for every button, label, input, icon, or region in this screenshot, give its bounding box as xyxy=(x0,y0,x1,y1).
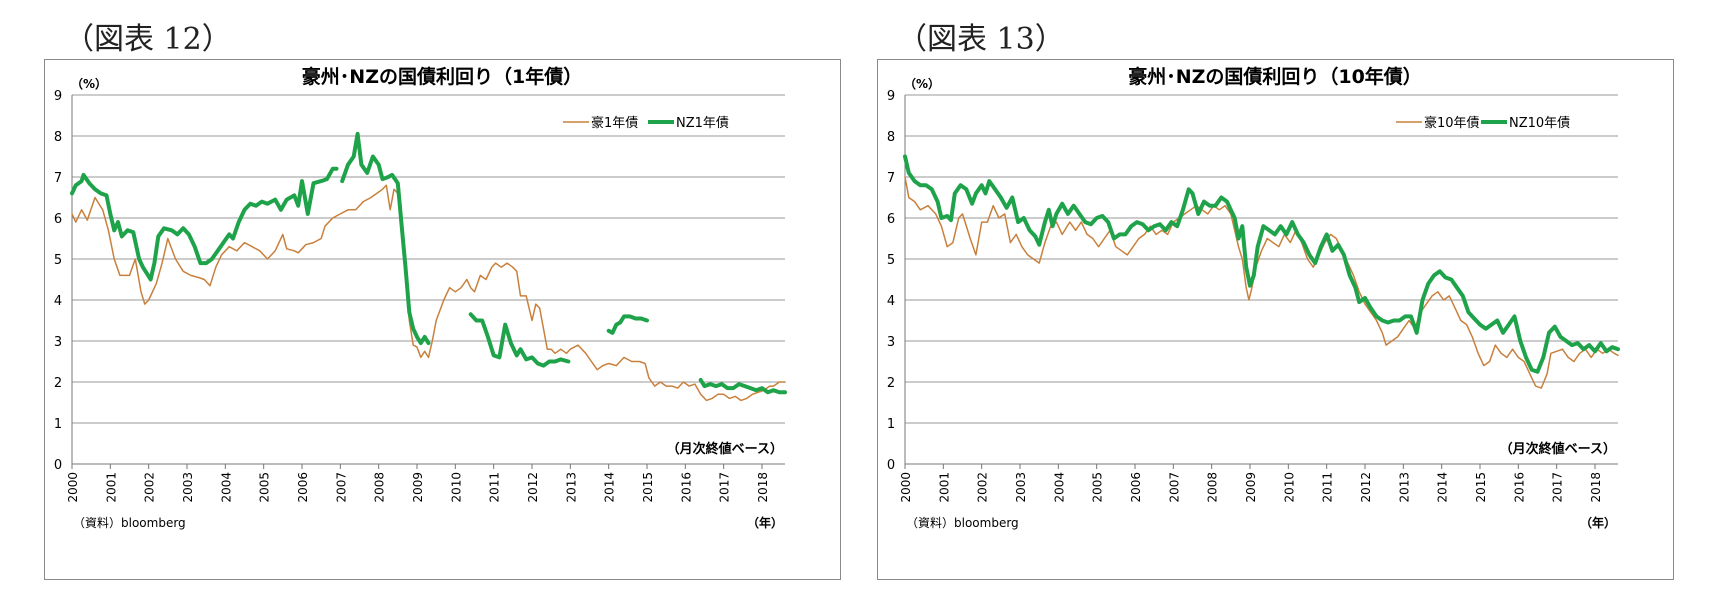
y-tick-label: 0 xyxy=(54,458,62,473)
x-tick-label: 2012 xyxy=(526,472,540,503)
x-tick-label: 2017 xyxy=(718,472,732,503)
legend-label-nz: NZ1年債 xyxy=(676,116,729,131)
chart-10y-svg: 豪州･NZの国債利回り（10年債） （%） 0 1 2 3 4 5 6 7 8 9 2000 2001 20… xyxy=(887,65,1620,530)
x-tick-label: 2010 xyxy=(1282,472,1296,503)
y-tick-label: 4 xyxy=(887,294,895,309)
figure-12-label: （図表 12） xyxy=(64,22,232,57)
x-tick-label: 2016 xyxy=(1512,472,1526,503)
x-tick-label: 2000 xyxy=(66,472,80,503)
x-tick-label: 2013 xyxy=(564,472,578,503)
series-line-au xyxy=(71,184,786,402)
x-tick-label: 2000 xyxy=(899,472,913,503)
chart-title: 豪州･NZの国債利回り（10年債） xyxy=(1128,65,1422,88)
series-line-nz xyxy=(903,154,1620,374)
figure-13-label: （図表 13） xyxy=(897,22,1065,57)
source-note: （資料）bloomberg xyxy=(73,516,186,530)
x-tick-label: 2017 xyxy=(1551,472,1565,503)
y-tick-label: 5 xyxy=(887,253,895,268)
y-tick-label: 3 xyxy=(54,335,62,350)
x-tick-label: 2003 xyxy=(1014,472,1028,503)
x-tick-label: 2003 xyxy=(181,472,195,503)
x-tick-label: 2012 xyxy=(1359,472,1373,503)
x-tick-label: 2005 xyxy=(1091,472,1105,503)
x-tick-label: 2011 xyxy=(488,472,502,503)
x-unit-label: （年） xyxy=(1580,515,1616,530)
x-tick-label: 2015 xyxy=(641,472,655,503)
chart-panel-10y: 豪州･NZの国債利回り（10年債） （%） 0 1 2 3 4 5 6 7 8 9 2000 2001 20… xyxy=(877,59,1674,580)
x-tick-label: 2006 xyxy=(296,472,310,503)
chart-title: 豪州･NZの国債利回り（1年債） xyxy=(302,65,582,88)
series-line-nz-seg-4 xyxy=(698,378,787,395)
series-line-nz-seg-2 xyxy=(468,312,571,368)
legend-label-au: 豪10年債 xyxy=(1424,115,1480,131)
source-note: （資料）bloomberg xyxy=(906,516,1019,530)
y-tick-label: 1 xyxy=(54,417,62,432)
series-line-nz-seg-3 xyxy=(606,314,649,335)
y-tick-label: 3 xyxy=(887,335,895,350)
basis-annotation: （月次終値ベース） xyxy=(667,441,783,457)
y-tick-label: 2 xyxy=(887,376,895,391)
x-tick-label: 2002 xyxy=(143,472,157,503)
chart-1y-svg: 豪州･NZの国債利回り（1年債） （%） 0 1 2 3 4 5 6 7 8 9 2000 2001 200… xyxy=(54,65,787,530)
x-tick-label: 2007 xyxy=(1167,472,1181,503)
y-unit-label: （%） xyxy=(904,76,940,91)
x-tick-label: 2010 xyxy=(449,472,463,503)
y-tick-label: 9 xyxy=(887,89,895,104)
x-tick-label: 2009 xyxy=(411,472,425,503)
y-tick-label: 6 xyxy=(887,212,895,227)
series-line-nz-seg-0 xyxy=(70,166,339,282)
y-tick-label: 9 xyxy=(54,89,62,104)
y-tick-label: 5 xyxy=(54,253,62,268)
x-tick-label: 2006 xyxy=(1129,472,1143,503)
y-tick-label: 8 xyxy=(887,130,895,145)
y-tick-label: 4 xyxy=(54,294,62,309)
x-tick-label: 2001 xyxy=(104,472,118,503)
y-tick-label: 2 xyxy=(54,376,62,391)
x-tick-label: 2018 xyxy=(1589,472,1603,503)
y-tick-label: 0 xyxy=(887,458,895,473)
basis-annotation: （月次終値ベース） xyxy=(1500,441,1616,457)
x-tick-label: 2004 xyxy=(219,472,233,503)
x-tick-label: 2007 xyxy=(334,472,348,503)
x-unit-label: （年） xyxy=(747,515,783,530)
x-tick-label: 2008 xyxy=(1206,472,1220,503)
x-tick-label: 2014 xyxy=(1436,472,1450,503)
legend-label-nz: NZ10年債 xyxy=(1509,116,1570,131)
x-tick-label: 2015 xyxy=(1474,472,1488,503)
x-tick-label: 2008 xyxy=(373,472,387,503)
y-tick-label: 6 xyxy=(54,212,62,227)
x-tick-label: 2004 xyxy=(1052,472,1066,503)
y-tick-label: 8 xyxy=(54,130,62,145)
y-tick-label: 1 xyxy=(887,417,895,432)
legend-label-au: 豪1年債 xyxy=(591,115,638,131)
x-tick-label: 2018 xyxy=(756,472,770,503)
x-tick-label: 2005 xyxy=(258,472,272,503)
series-line-au xyxy=(904,176,1619,389)
x-tick-label: 2016 xyxy=(679,472,693,503)
x-tick-label: 2014 xyxy=(603,472,617,503)
y-unit-label: （%） xyxy=(71,76,107,91)
x-tick-label: 2013 xyxy=(1397,472,1411,503)
y-tick-label: 7 xyxy=(54,171,62,186)
x-tick-label: 2002 xyxy=(976,472,990,503)
y-tick-label: 7 xyxy=(887,171,895,186)
series-line-nz-seg-1 xyxy=(340,131,431,346)
x-tick-label: 2011 xyxy=(1321,472,1335,503)
chart-panel-1y: 豪州･NZの国債利回り（1年債） （%） 0 1 2 3 4 5 6 7 8 9 2000 2001 200… xyxy=(44,59,841,580)
x-tick-label: 2001 xyxy=(937,472,951,503)
x-tick-label: 2009 xyxy=(1244,472,1258,503)
